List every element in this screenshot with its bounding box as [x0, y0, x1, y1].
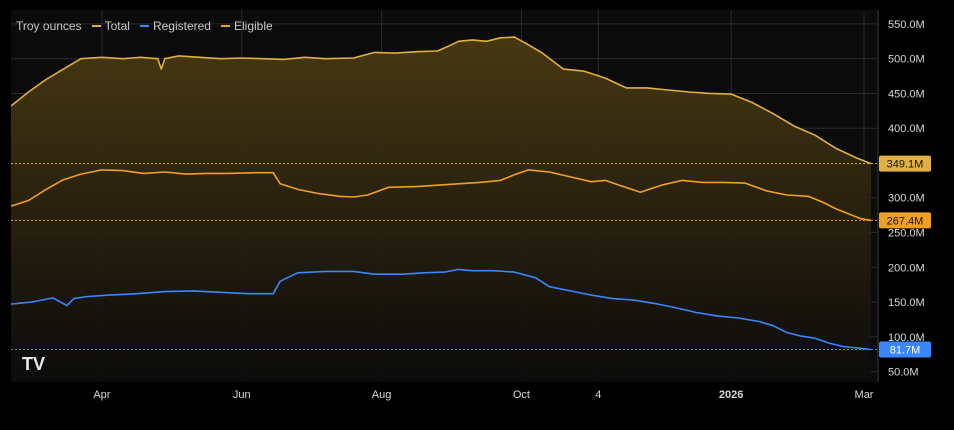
legend-label-total: Total — [104, 19, 130, 33]
y-axis: 550.0M 500.0M 450.0M 400.0M 300.0M 250.0M 200.… — [888, 19, 925, 379]
legend-item-registered[interactable]: Registered — [139, 19, 211, 33]
series-line-total[interactable] — [11, 36, 872, 165]
last-value-markers: 349.1M 267.4M 81.7M — [11, 155, 931, 358]
series-line-eligible[interactable] — [11, 169, 872, 222]
y-tick-label: 450.0M — [888, 88, 925, 100]
x-tick-label: 2026 — [719, 389, 743, 401]
x-axis: Apr Jun Aug Oct 4 2026 Mar — [93, 389, 873, 401]
last-value-badge-eligible — [879, 212, 931, 229]
y-tick-label: 50.0M — [888, 367, 919, 379]
x-tick-label: Aug — [372, 389, 392, 401]
last-value-badge-registered — [879, 341, 931, 358]
legend-unit-label: Troy ounces — [16, 19, 82, 33]
legend-swatch-registered — [139, 25, 149, 27]
total-area-fill — [11, 37, 872, 382]
series-lines — [11, 36, 872, 351]
total-area — [11, 37, 872, 382]
y-tick-label: 400.0M — [888, 123, 925, 135]
y-tick-label: 550.0M — [888, 19, 925, 31]
x-tick-label: 4 — [595, 389, 601, 401]
y-tick-label: 150.0M — [888, 297, 925, 309]
legend-label-registered: Registered — [152, 19, 211, 33]
x-tick-label: Jun — [233, 389, 251, 401]
legend-swatch-eligible — [220, 25, 230, 27]
x-tick-label: Oct — [513, 389, 530, 401]
logo-text: TV — [22, 354, 45, 374]
y-tick-label: 500.0M — [888, 54, 925, 66]
legend: Troy ounces Total Registered Eligible — [16, 19, 273, 33]
x-tick-label: Apr — [93, 389, 110, 401]
y-tick-label: 100.0M — [888, 332, 925, 344]
tradingview-logo: TV — [22, 354, 45, 374]
series-line-registered[interactable] — [11, 268, 872, 351]
last-value-label-eligible: 267.4M — [887, 215, 924, 227]
legend-item-total[interactable]: Total — [91, 19, 130, 33]
y-tick-label: 200.0M — [888, 262, 925, 274]
last-value-label-registered: 81.7M — [890, 345, 921, 357]
x-tick-label: Mar — [855, 389, 874, 401]
last-value-badge-total — [879, 155, 931, 172]
y-tick-label: 250.0M — [888, 228, 925, 240]
y-tick-label: 300.0M — [888, 193, 925, 205]
legend-item-eligible[interactable]: Eligible — [220, 19, 273, 33]
legend-label-eligible: Eligible — [233, 19, 273, 33]
legend-swatch-total — [91, 25, 101, 27]
last-value-label-total: 349.1M — [887, 159, 924, 171]
